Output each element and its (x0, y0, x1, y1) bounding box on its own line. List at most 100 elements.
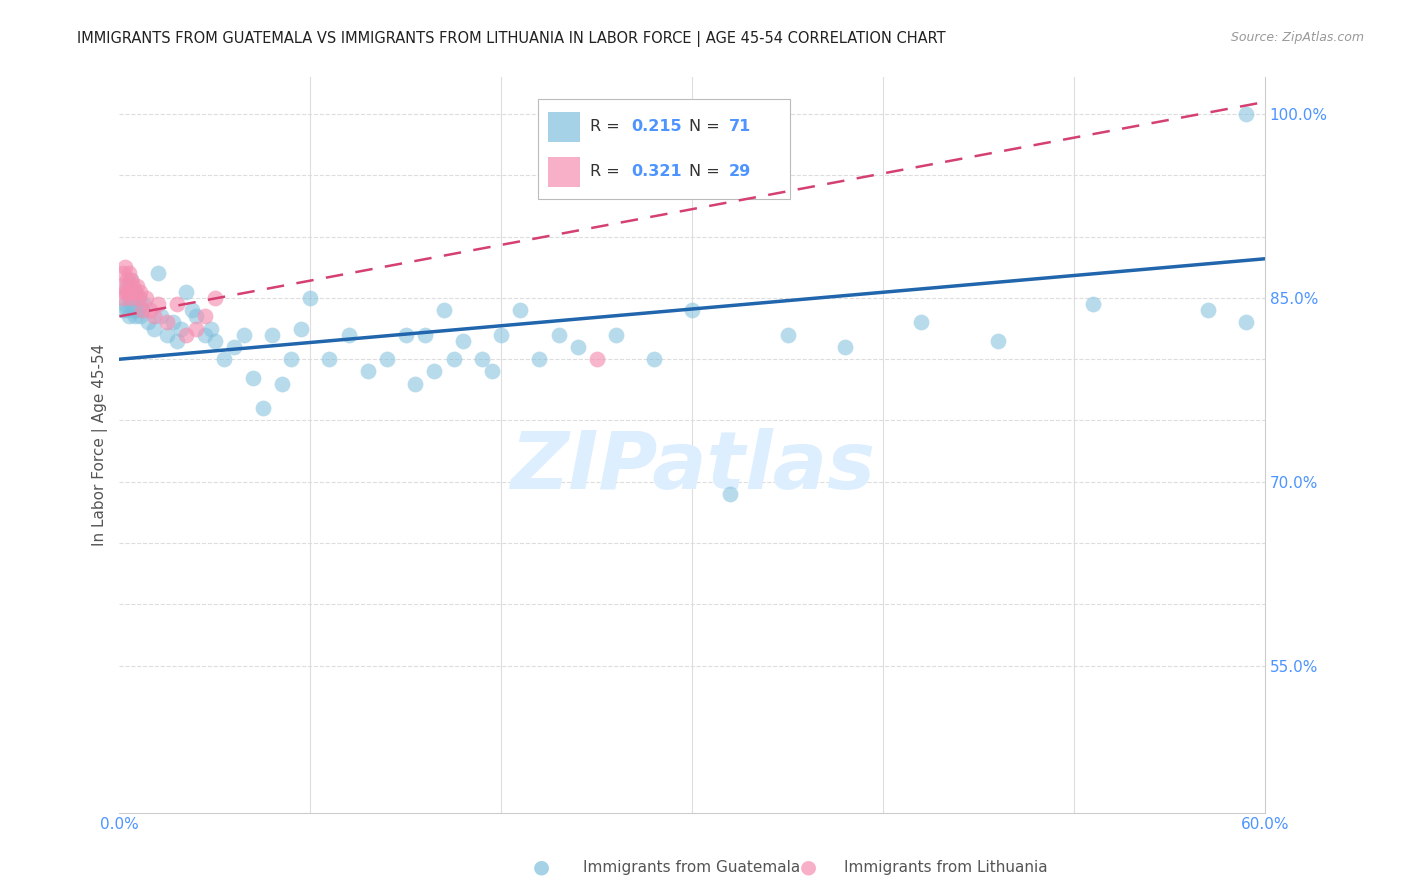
Point (509, 303, 531, 318)
Point (142, 321, 165, 335)
Point (118, 291, 141, 305)
Text: ●: ● (800, 857, 817, 877)
Point (136, 316, 159, 330)
Point (184, 310, 207, 324)
Point (118, 285, 141, 299)
Point (181, 303, 204, 318)
Point (910, 316, 932, 330)
Point (110, 278, 132, 293)
Point (120, 297, 142, 311)
Point (174, 285, 197, 299)
Point (443, 352, 465, 367)
Point (567, 340, 589, 354)
Point (529, 352, 551, 367)
Point (114, 260, 136, 275)
Point (290, 321, 312, 335)
Point (146, 297, 169, 311)
Text: ●: ● (533, 857, 550, 877)
Point (718, 487, 741, 501)
Point (121, 303, 143, 318)
Point (115, 272, 138, 286)
Point (112, 303, 135, 318)
Point (481, 364, 503, 378)
Point (125, 278, 148, 293)
Point (356, 364, 378, 378)
Point (433, 303, 456, 318)
Point (605, 327, 627, 342)
Point (112, 267, 135, 281)
Point (280, 352, 302, 367)
Text: Source: ZipAtlas.com: Source: ZipAtlas.com (1230, 31, 1364, 45)
Point (139, 303, 162, 318)
Point (375, 352, 398, 367)
Point (643, 352, 665, 367)
Point (125, 303, 148, 318)
Point (681, 303, 703, 318)
Point (146, 267, 169, 281)
Point (135, 291, 157, 305)
Point (491, 327, 513, 342)
Point (270, 376, 292, 391)
Point (174, 327, 197, 342)
Point (987, 334, 1010, 348)
Point (129, 285, 152, 299)
Point (120, 272, 142, 286)
Point (776, 327, 799, 342)
Point (128, 291, 150, 305)
Point (200, 321, 222, 335)
Point (1234, 316, 1257, 330)
Point (118, 310, 141, 324)
Text: Immigrants from Guatemala: Immigrants from Guatemala (583, 860, 801, 874)
Point (156, 327, 179, 342)
Point (124, 285, 146, 299)
Point (166, 297, 188, 311)
Text: ZIPatlas: ZIPatlas (509, 428, 875, 506)
Y-axis label: In Labor Force | Age 45-54: In Labor Force | Age 45-54 (93, 343, 108, 546)
Point (451, 334, 474, 348)
Point (115, 303, 138, 318)
Point (131, 303, 153, 318)
Point (115, 278, 138, 293)
Point (318, 352, 340, 367)
Point (121, 278, 143, 293)
Point (114, 297, 136, 311)
Point (118, 267, 141, 281)
Point (128, 291, 150, 305)
Point (834, 340, 856, 354)
Point (114, 285, 136, 299)
Point (299, 291, 322, 305)
Point (124, 310, 146, 324)
Point (115, 285, 138, 299)
Point (129, 310, 152, 324)
Point (204, 334, 226, 348)
Point (166, 334, 188, 348)
Point (120, 291, 142, 305)
Point (150, 310, 173, 324)
Point (1234, 107, 1257, 121)
Point (262, 327, 284, 342)
Point (585, 352, 607, 367)
Point (214, 352, 236, 367)
Point (1197, 303, 1219, 318)
Point (162, 316, 184, 330)
Point (547, 327, 569, 342)
Point (194, 327, 217, 342)
Text: IMMIGRANTS FROM GUATEMALA VS IMMIGRANTS FROM LITHUANIA IN LABOR FORCE | AGE 45-5: IMMIGRANTS FROM GUATEMALA VS IMMIGRANTS … (77, 31, 946, 47)
Point (423, 364, 446, 378)
Point (134, 297, 156, 311)
Point (471, 352, 494, 367)
Point (124, 285, 146, 299)
Point (169, 321, 191, 335)
Point (395, 327, 418, 342)
Point (404, 376, 426, 391)
Point (204, 291, 226, 305)
Point (413, 327, 436, 342)
Point (112, 291, 135, 305)
Point (242, 370, 264, 384)
Point (252, 401, 274, 416)
Point (194, 310, 217, 324)
Point (121, 291, 143, 305)
Point (232, 327, 254, 342)
Point (142, 310, 165, 324)
Point (156, 316, 179, 330)
